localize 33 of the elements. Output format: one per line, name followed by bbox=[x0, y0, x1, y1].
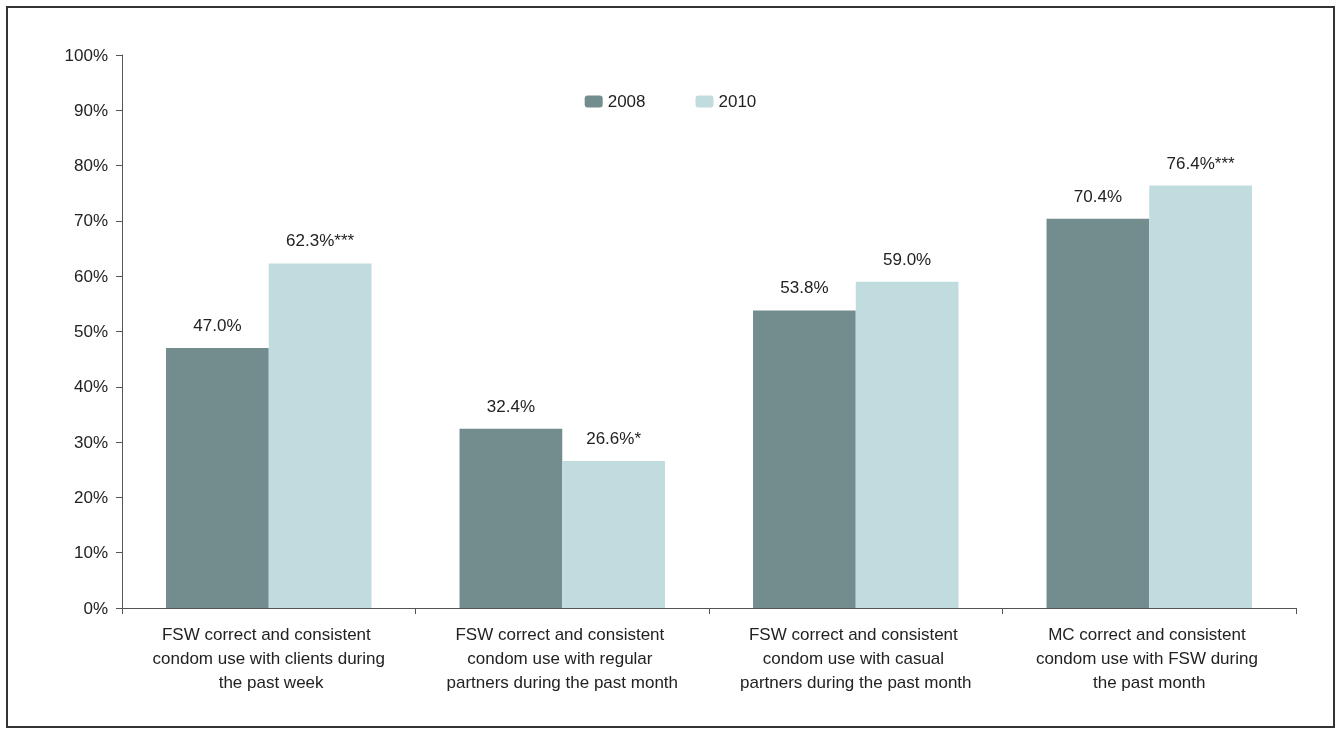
x-tick-label: FSW correct and consistent condom use with regular partners during the past month bbox=[446, 624, 679, 692]
y-tick-label: 0% bbox=[83, 598, 108, 618]
x-tick-label: FSW correct and consistent condom use with casual partners during the past month bbox=[739, 624, 972, 692]
y-tick-label: 80% bbox=[73, 156, 108, 176]
data-label: 32.4% bbox=[486, 396, 535, 416]
y-tick-label: 10% bbox=[73, 543, 108, 563]
bar bbox=[562, 460, 665, 608]
y-tick-label: 30% bbox=[73, 432, 108, 452]
bar bbox=[166, 348, 269, 608]
y-tick-label: 60% bbox=[73, 266, 108, 286]
bar bbox=[1149, 185, 1252, 608]
y-tick-label: 40% bbox=[73, 377, 108, 397]
data-label: 53.8% bbox=[780, 278, 829, 298]
y-tick-label: 70% bbox=[73, 211, 108, 231]
bar bbox=[1046, 218, 1150, 608]
data-label: 70.4% bbox=[1073, 186, 1122, 206]
legend-label: 2010 bbox=[718, 92, 757, 111]
data-label: 59.0% bbox=[883, 249, 932, 269]
bar bbox=[855, 281, 959, 608]
y-tick-label: 50% bbox=[73, 322, 108, 341]
x-tick-label: MC correct and consistent condom use with FSW during the past month bbox=[1035, 624, 1263, 692]
y-tick-label: 100% bbox=[64, 45, 108, 65]
bar bbox=[459, 428, 563, 608]
data-label: 26.6%* bbox=[586, 428, 642, 448]
bar bbox=[268, 263, 372, 608]
bar bbox=[753, 310, 856, 608]
data-label: 76.4%*** bbox=[1166, 153, 1236, 173]
data-label: 62.3%*** bbox=[286, 231, 355, 251]
x-tick-label: FSW correct and consistent condom use with clients during the past week bbox=[152, 624, 385, 692]
y-tick-label: 20% bbox=[73, 487, 108, 507]
legend-label: 2008 bbox=[607, 92, 646, 111]
data-label: 47.0% bbox=[193, 316, 242, 336]
y-tick-label: 90% bbox=[73, 100, 108, 120]
